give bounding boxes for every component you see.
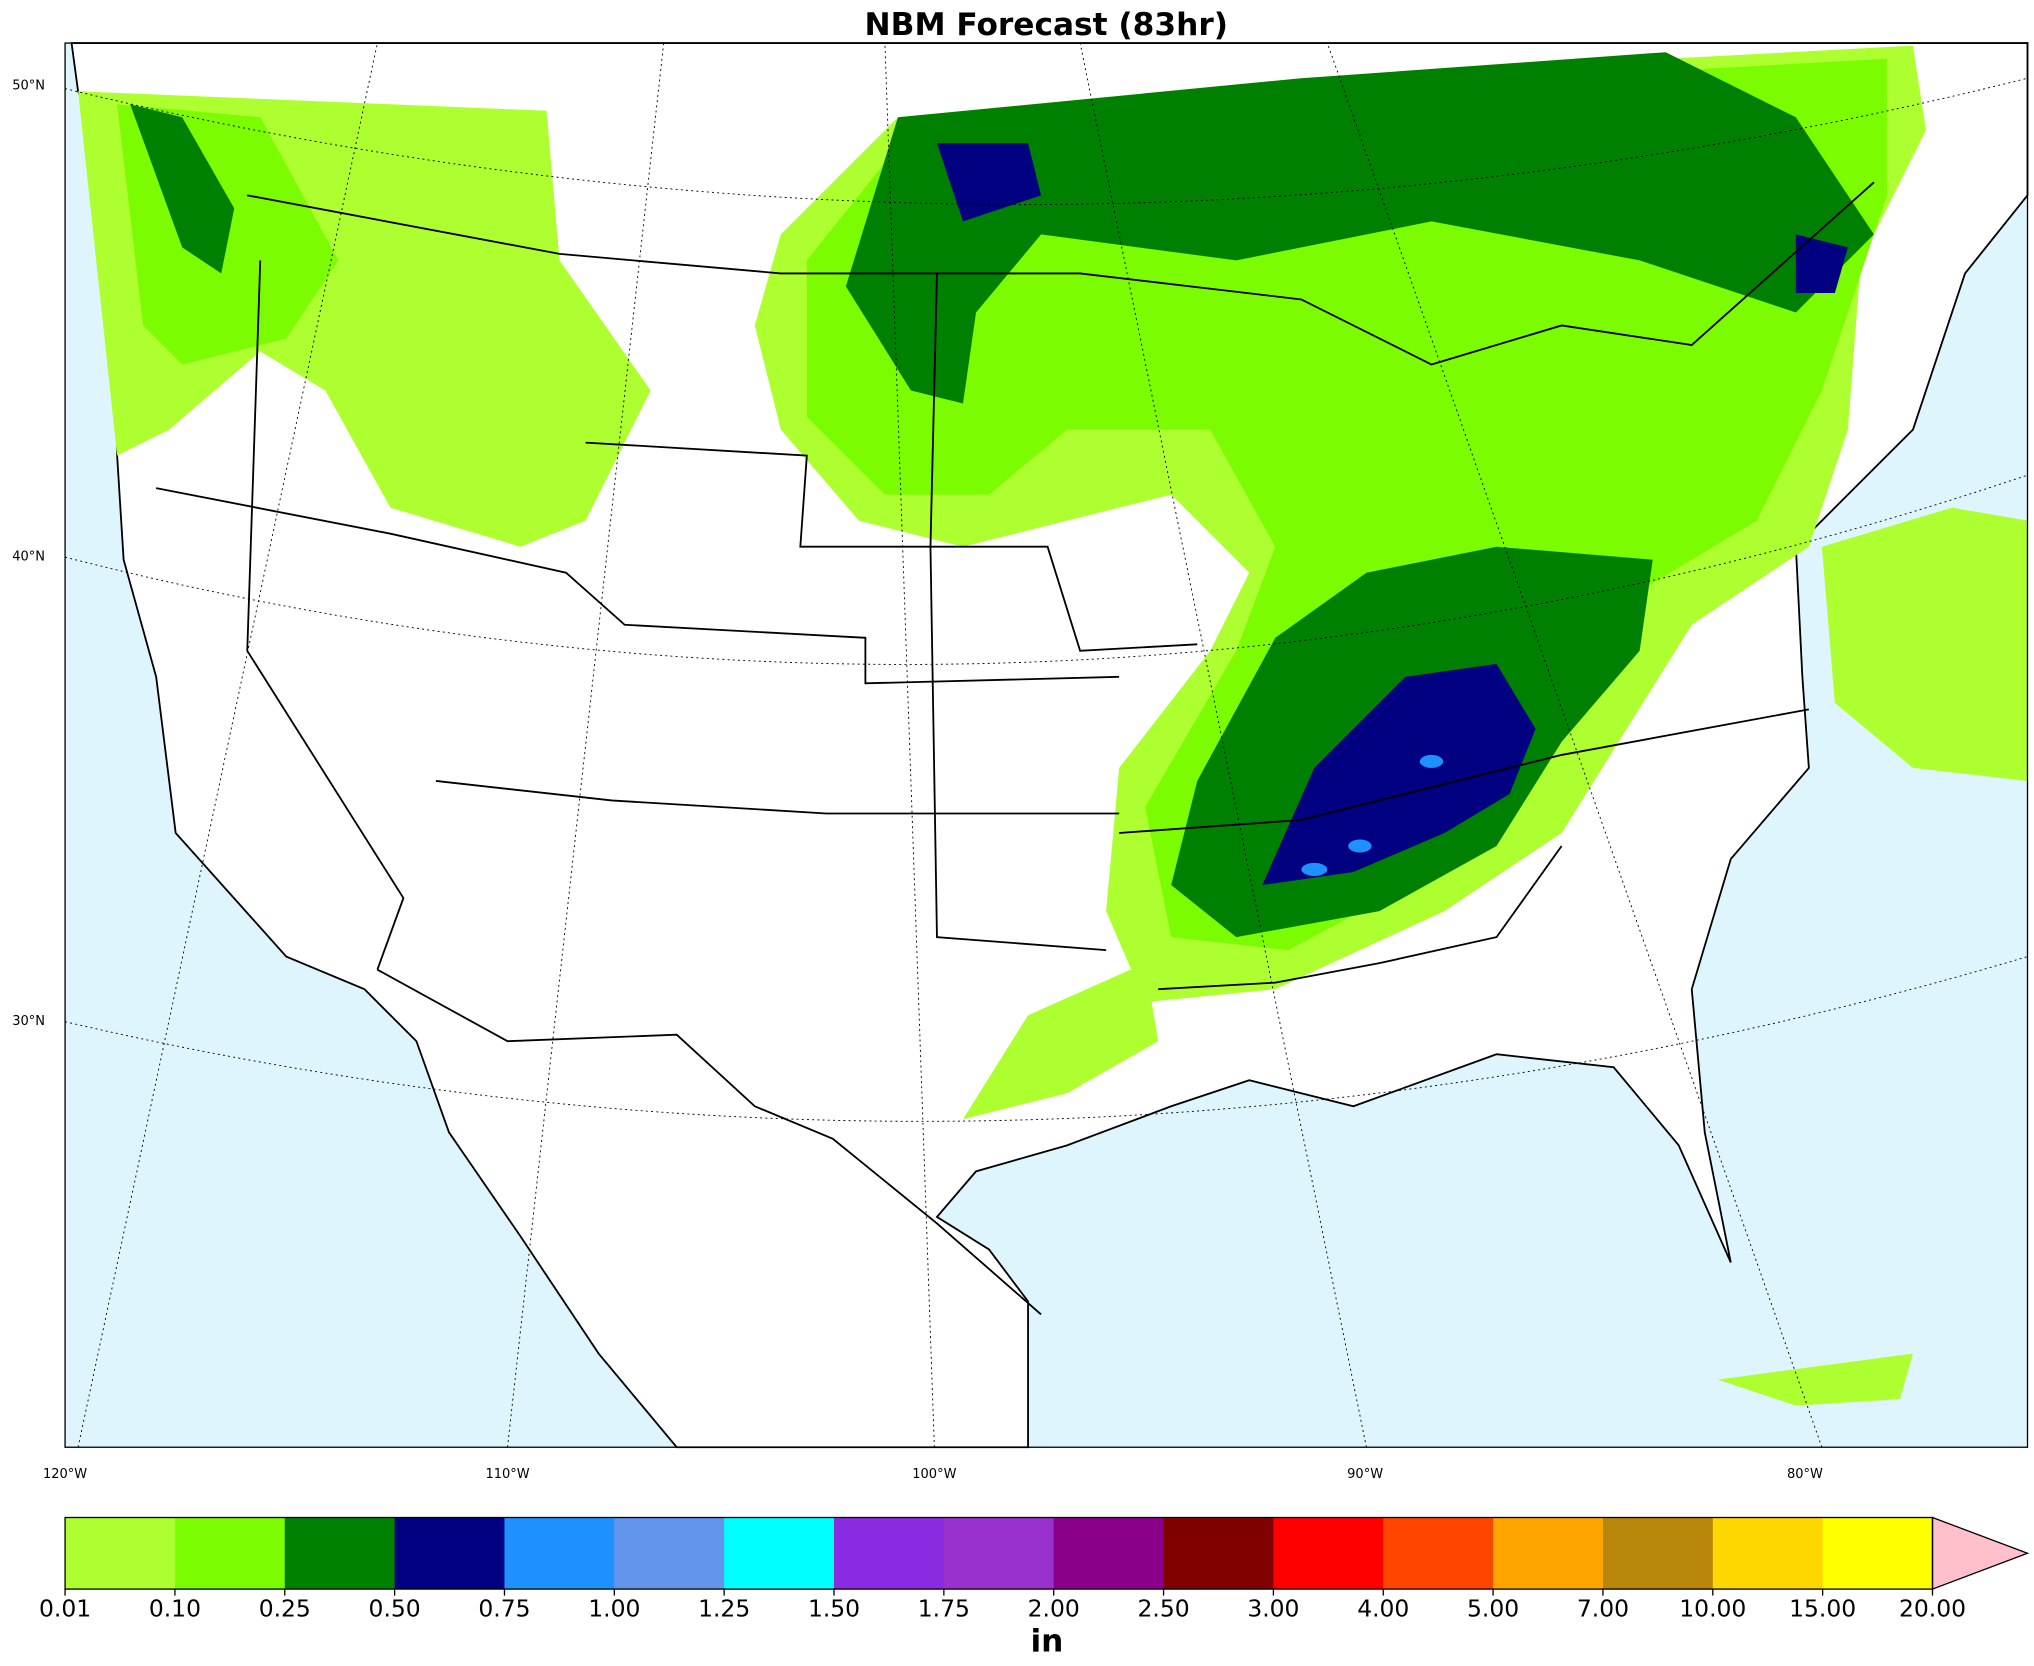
lon-label: 80°W (1787, 1467, 1823, 1482)
state-line (1119, 708, 1810, 834)
colorbar-tick-label: 15.00 (1789, 1594, 1856, 1622)
precip-area (845, 52, 1874, 404)
colorbar-bin (1053, 1517, 1165, 1590)
colorbar-bin (65, 1517, 176, 1590)
colorbar-bin (504, 1517, 615, 1590)
colorbar-bin (724, 1517, 835, 1590)
colorbar-tick-label: 0.50 (369, 1594, 421, 1622)
colorbar-tick-label: 2.00 (1028, 1594, 1080, 1622)
colorbar-bin (1163, 1517, 1275, 1590)
colorbar-bin (1493, 1517, 1604, 1590)
colorbar-tick-label: 1.25 (698, 1594, 750, 1622)
state-line (1158, 845, 1563, 991)
colorbar-extend (1931, 1516, 2030, 1591)
colorbar-bin (614, 1517, 725, 1590)
state-line (929, 273, 1107, 952)
colorbar-bin (1712, 1517, 1824, 1590)
precip-area (1717, 1353, 1913, 1406)
lat-label: 40°N (12, 550, 45, 565)
precip-area (1795, 234, 1848, 293)
colorbar-tick-label: 0.75 (478, 1594, 530, 1622)
lat-label: 30°N (12, 1014, 45, 1029)
precip-area (1821, 507, 2028, 781)
colorbar-bin (1602, 1517, 1714, 1590)
colorbar-tick-label: 7.00 (1577, 1594, 1629, 1622)
precip (78, 45, 2028, 1406)
lat-label: 50°N (12, 79, 45, 94)
colorbar-tick-label: 0.01 (39, 1594, 91, 1622)
precip-area (806, 58, 1887, 951)
border (376, 968, 1042, 1316)
map-frame (64, 42, 2029, 1448)
colorbar-tick-label: 1.75 (918, 1594, 970, 1622)
precip-area (1301, 862, 1328, 876)
state-line (246, 260, 405, 970)
colorbar-tick-label: 1.50 (808, 1594, 860, 1622)
colorbar-bin (834, 1517, 945, 1590)
precip-area (1348, 839, 1372, 853)
colorbar-unit: in (1030, 1623, 1063, 1659)
precip-area (1262, 663, 1536, 886)
colorbar-tick-label: 1.00 (588, 1594, 640, 1622)
state-line (155, 487, 1120, 685)
lon-label: 90°W (1347, 1467, 1383, 1482)
colorbar-bin (284, 1517, 396, 1590)
map (64, 42, 2029, 1449)
precip-area (936, 143, 1042, 222)
colorbar-tick-label: 5.00 (1467, 1594, 1519, 1622)
precip-area (962, 963, 1159, 1120)
lon-label: 120°W (43, 1467, 87, 1482)
lon-label: 110°W (485, 1467, 529, 1482)
colorbar-tick-label: 0.10 (149, 1594, 201, 1622)
colorbar-tick-label: 0.25 (259, 1594, 311, 1622)
colorbar-frame (64, 1516, 1934, 1590)
colorbar-tick-label: 20.00 (1899, 1594, 1966, 1622)
colorbar-tick-label: 4.00 (1357, 1594, 1409, 1622)
colorbar-bin (1273, 1517, 1384, 1590)
precip-area (1419, 754, 1444, 768)
colorbar-bin (1822, 1517, 1934, 1590)
colorbar-tick-label: 2.50 (1137, 1594, 1189, 1622)
colorbar-tick-label: 10.00 (1679, 1594, 1746, 1622)
colorbar-bin (943, 1517, 1055, 1590)
colorbar-tick-label: 3.00 (1247, 1594, 1299, 1622)
colorbar-bin (174, 1517, 286, 1590)
state-line (435, 780, 1120, 815)
border (247, 181, 1875, 366)
colorbar-bin (1383, 1517, 1494, 1590)
colorbar-bin (394, 1517, 506, 1590)
title: NBM Forecast (83hr) (865, 7, 1228, 43)
lon-label: 100°W (912, 1467, 956, 1482)
state-line (585, 441, 1198, 652)
precip-area (130, 104, 235, 274)
